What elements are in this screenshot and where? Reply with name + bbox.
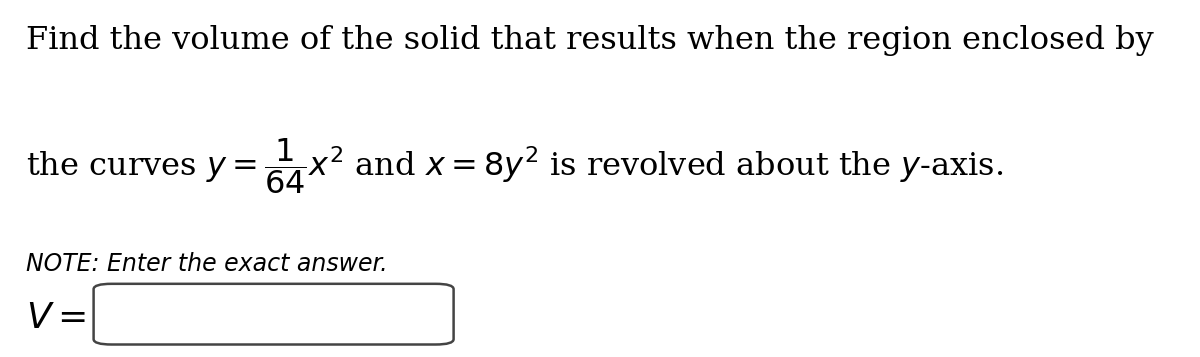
Text: Find the volume of the solid that results when the region enclosed by: Find the volume of the solid that result… [26,25,1154,56]
Text: the curves $y = \dfrac{1}{64}x^2$ and $x = 8y^2$ is revolved about the $y$-axis.: the curves $y = \dfrac{1}{64}x^2$ and $x… [26,136,1003,196]
Text: NOTE: Enter the exact answer.: NOTE: Enter the exact answer. [26,252,388,276]
Text: $V =$: $V =$ [26,301,86,335]
